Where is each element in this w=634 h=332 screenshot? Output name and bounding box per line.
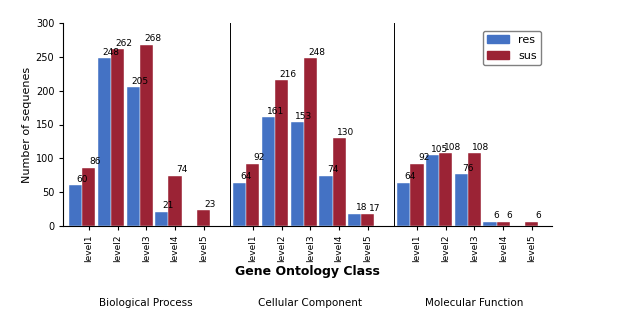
Text: 86: 86 xyxy=(89,157,101,166)
Text: 64: 64 xyxy=(404,172,416,181)
Text: 268: 268 xyxy=(145,35,162,43)
Text: 105: 105 xyxy=(430,144,448,153)
Text: 17: 17 xyxy=(368,204,380,213)
Text: Biological Process: Biological Process xyxy=(100,298,193,308)
Bar xyxy=(155,211,169,226)
Text: 262: 262 xyxy=(115,39,133,47)
Bar xyxy=(304,58,317,226)
Bar xyxy=(69,185,82,226)
Bar xyxy=(275,80,288,226)
Text: 153: 153 xyxy=(295,112,313,121)
Text: 23: 23 xyxy=(205,200,216,209)
Bar xyxy=(361,214,374,226)
Text: 6: 6 xyxy=(507,211,513,220)
Bar xyxy=(496,222,510,226)
Text: 21: 21 xyxy=(163,201,174,210)
Bar xyxy=(410,164,424,226)
Bar xyxy=(290,123,304,226)
Text: 64: 64 xyxy=(241,172,252,181)
Text: 248: 248 xyxy=(308,48,325,57)
Text: 205: 205 xyxy=(131,77,148,86)
Bar xyxy=(98,58,111,226)
Bar xyxy=(426,155,439,226)
Text: 92: 92 xyxy=(418,153,429,162)
Text: 6: 6 xyxy=(536,211,541,220)
Text: 74: 74 xyxy=(176,165,187,174)
Bar xyxy=(111,49,124,226)
Bar xyxy=(320,176,332,226)
Text: 76: 76 xyxy=(462,164,474,173)
Bar xyxy=(82,168,95,226)
Text: 6: 6 xyxy=(494,211,500,220)
Bar xyxy=(398,183,410,226)
X-axis label: Gene Ontology Class: Gene Ontology Class xyxy=(235,265,380,278)
Text: Cellular Component: Cellular Component xyxy=(259,298,363,308)
Bar xyxy=(262,117,275,226)
Bar xyxy=(439,153,452,226)
Bar xyxy=(332,138,346,226)
Bar xyxy=(127,87,139,226)
Text: Molecular Function: Molecular Function xyxy=(425,298,524,308)
Bar xyxy=(348,213,361,226)
Text: 92: 92 xyxy=(254,153,265,162)
Bar xyxy=(526,222,538,226)
Bar xyxy=(197,210,210,226)
Text: 216: 216 xyxy=(280,70,297,79)
Bar xyxy=(247,164,259,226)
Legend: res, sus: res, sus xyxy=(482,31,541,65)
Bar xyxy=(233,183,247,226)
Bar xyxy=(455,174,468,226)
Text: 18: 18 xyxy=(356,203,367,212)
Text: 60: 60 xyxy=(77,175,88,184)
Text: 74: 74 xyxy=(327,165,338,174)
Text: 161: 161 xyxy=(266,107,283,116)
Bar xyxy=(468,153,481,226)
Text: 108: 108 xyxy=(472,142,489,151)
Bar xyxy=(139,45,153,226)
Bar xyxy=(484,222,496,226)
Y-axis label: Number of sequenes: Number of sequenes xyxy=(22,66,32,183)
Bar xyxy=(169,176,181,226)
Text: 248: 248 xyxy=(103,48,119,57)
Text: 108: 108 xyxy=(444,142,461,151)
Text: 130: 130 xyxy=(337,127,354,137)
